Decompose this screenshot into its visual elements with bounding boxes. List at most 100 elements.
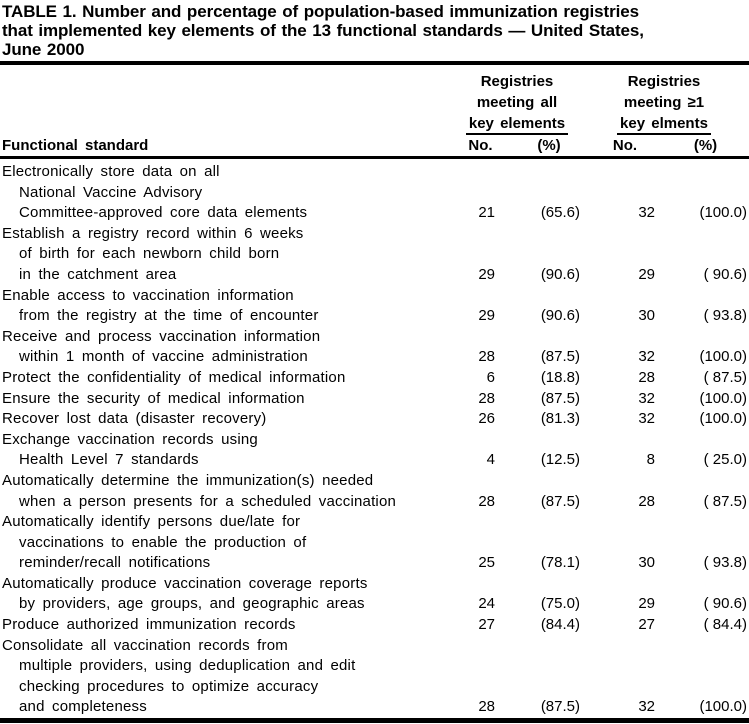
cell-pct-all: (90.6) (540, 265, 580, 283)
cell-pct-all: (78.1) (540, 554, 580, 572)
cell-no-all: 4 (486, 451, 495, 469)
row-line: reminder/recall notifications 25 (78.1) 30 (… (2, 553, 747, 574)
cell-pct-one: ( 84.4) (703, 616, 747, 634)
cell-pct-one: (100.0) (699, 204, 747, 222)
cell-no-one: 29 (638, 265, 655, 283)
row-line: Electronically store data on all (2, 162, 747, 183)
pct-all-column-header: (%) (537, 137, 561, 154)
row-line: and completeness 28 (87.5) 32 (100.0) (2, 697, 747, 718)
functional-standard-label: Health Level 7 standards (19, 451, 199, 469)
row-line: multiple providers, using deduplication … (2, 656, 747, 677)
functional-standard-label: within 1 month of vaccine administration (19, 348, 308, 366)
cell-no-one: 29 (638, 595, 655, 613)
cell-pct-all: (87.5) (540, 348, 580, 366)
cell-no-all: 25 (478, 554, 495, 572)
cell-pct-one: (100.0) (699, 698, 747, 716)
table-title-line-3: June 2000 (2, 40, 85, 59)
group-header-spacer (2, 71, 451, 135)
table-row: Exchange vaccination records using Health… (2, 430, 747, 471)
cell-no-all: 24 (478, 595, 495, 613)
row-line: Consolidate all vaccination records from (2, 636, 747, 657)
row-line: Committee-approved core data elements 21 (… (2, 203, 747, 224)
cell-pct-one: ( 93.8) (703, 307, 747, 325)
functional-standard-label: Receive and process vaccination informat… (2, 327, 321, 345)
cell-no-all: 21 (478, 204, 495, 222)
group-one-underlined-label: key elments (617, 115, 711, 135)
table-title: TABLE 1. Number and percentage of popula… (0, 0, 749, 59)
table-row: Automatically identify persons due/late … (2, 512, 747, 574)
table-row: Automatically produce vaccination covera… (2, 574, 747, 615)
row-line: Produce authorized immunization records 2… (2, 615, 747, 636)
row-line: Automatically produce vaccination covera… (2, 574, 747, 595)
row-line: vaccinations to enable the production of (2, 533, 747, 554)
cell-pct-one: ( 90.6) (703, 265, 747, 283)
group-one-line-2: meeting ≥1 (623, 94, 705, 111)
row-line: Establish a registry record within 6 wee… (2, 224, 747, 245)
column-group-headers: Registries meeting all key elements Regi… (0, 65, 749, 135)
table-row: Ensure the security of medical informati… (2, 389, 747, 410)
cell-pct-all: (81.3) (540, 410, 580, 428)
cell-pct-one: ( 93.8) (703, 554, 747, 572)
group-all-line-3: key elements (451, 113, 583, 135)
row-line: by providers, age groups, and geographic… (2, 594, 747, 615)
cell-no-one: 8 (646, 451, 655, 469)
cell-pct-all: (87.5) (540, 389, 580, 407)
functional-standard-label: Enable access to vaccination information (2, 286, 294, 304)
cell-pct-one: ( 87.5) (703, 368, 747, 386)
row-line: from the registry at the time of encount… (2, 306, 747, 327)
functional-standard-label: Recover lost data (disaster recovery) (2, 410, 267, 428)
cell-pct-one: ( 90.6) (703, 595, 747, 613)
functional-standard-label: National Vaccine Advisory (19, 183, 203, 201)
cell-no-one: 32 (638, 204, 655, 222)
cell-pct-one: ( 25.0) (703, 451, 747, 469)
cell-pct-all: (75.0) (540, 595, 580, 613)
functional-standard-label: and completeness (19, 698, 147, 716)
functional-standard-label: Automatically identify persons due/late … (2, 513, 301, 531)
functional-standard-label: from the registry at the time of encount… (19, 307, 319, 325)
row-line: Enable access to vaccination information (2, 286, 747, 307)
cell-pct-all: (65.6) (540, 204, 580, 222)
cell-no-all: 28 (478, 348, 495, 366)
cell-no-all: 27 (478, 616, 495, 634)
cell-no-all: 28 (478, 389, 495, 407)
cell-pct-one: (100.0) (699, 348, 747, 366)
table-title-line-2: that implemented key elements of the 13 … (2, 21, 644, 40)
table-body: Electronically store data on all National… (0, 159, 749, 718)
cell-no-all: 28 (478, 492, 495, 510)
functional-standard-label: Exchange vaccination records using (2, 430, 258, 448)
row-line: Recover lost data (disaster recovery) 26 (… (2, 409, 747, 430)
row-line: Receive and process vaccination informat… (2, 327, 747, 348)
cell-no-one: 28 (638, 368, 655, 386)
functional-standard-label: vaccinations to enable the production of (19, 533, 307, 551)
cell-no-all: 28 (478, 698, 495, 716)
table-row: Establish a registry record within 6 wee… (2, 224, 747, 286)
cell-pct-one: (100.0) (699, 389, 747, 407)
header-rule (0, 156, 749, 159)
cell-pct-all: (87.5) (540, 698, 580, 716)
row-line: National Vaccine Advisory (2, 183, 747, 204)
row-line: within 1 month of vaccine administration… (2, 347, 747, 368)
functional-standard-label: checking procedures to optimize accuracy (19, 677, 319, 695)
no-all-column-header: No. (468, 137, 493, 154)
row-line: in the catchment area 29 (90.6) 29 ( 90.6) (2, 265, 747, 286)
functional-standard-label: by providers, age groups, and geographic… (19, 595, 365, 613)
cell-no-one: 32 (638, 698, 655, 716)
cell-pct-all: (87.5) (540, 492, 580, 510)
functional-standard-label: in the catchment area (19, 265, 177, 283)
row-line: when a person presents for a scheduled v… (2, 492, 747, 513)
table-row: Electronically store data on all National… (2, 162, 747, 224)
table-row: Produce authorized immunization records 2… (2, 615, 747, 636)
row-line: Automatically determine the immunization… (2, 471, 747, 492)
functional-standard-label: Ensure the security of medical informati… (2, 389, 305, 407)
group-all-underlined-label: key elements (465, 115, 569, 135)
functional-standard-label: of birth for each newborn child born (19, 245, 280, 263)
pct-one-column-header: (%) (693, 137, 718, 154)
cell-no-all: 6 (486, 368, 495, 386)
row-line: Automatically identify persons due/late … (2, 512, 747, 533)
functional-standard-label: Protect the confidentiality of medical i… (2, 368, 346, 386)
cell-no-all: 29 (478, 307, 495, 325)
table-title-line-1: TABLE 1. Number and percentage of popula… (2, 2, 639, 21)
functional-standard-label: Consolidate all vaccination records from (2, 636, 288, 654)
cell-no-one: 30 (638, 554, 655, 572)
